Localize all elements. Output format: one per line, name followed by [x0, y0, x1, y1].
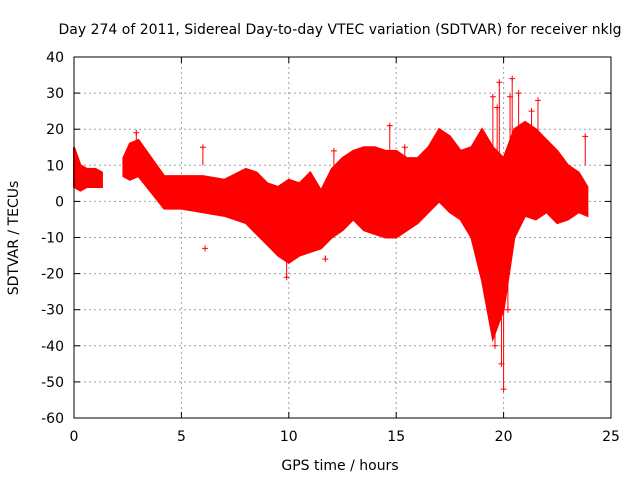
x-axis-label: GPS time / hours: [281, 458, 398, 474]
x-tick-label: 5: [177, 429, 186, 445]
y-tick-label: 40: [46, 50, 64, 66]
y-tick-label: -40: [41, 339, 64, 355]
y-tick-label: -20: [41, 267, 64, 283]
data-band: [122, 120, 589, 343]
data-band: [73, 146, 103, 192]
chart-title: Day 274 of 2011, Sidereal Day-to-day VTE…: [59, 22, 622, 38]
x-tick-label: 0: [70, 429, 79, 445]
x-tick-label: 15: [387, 429, 405, 445]
y-tick-label: 10: [46, 158, 64, 174]
y-tick-label: 30: [46, 86, 64, 102]
y-tick-label: 20: [46, 122, 64, 138]
y-tick-label: -60: [41, 411, 64, 427]
axis-ticks: 0 5 10 15 20 25 -60 -50 -40 -30 -20 -10 0 10 20 30 40: [41, 50, 620, 445]
y-tick-label: -30: [41, 303, 64, 319]
y-tick-label: 0: [55, 194, 64, 210]
x-tick-label: 10: [280, 429, 298, 445]
y-axis-label: SDTVAR / TECUs: [6, 181, 22, 296]
y-tick-label: -50: [41, 375, 64, 391]
plot-area: [73, 75, 589, 393]
plot-frame: [73, 56, 612, 419]
x-tick-label: 20: [495, 429, 513, 445]
x-tick-label: 25: [602, 429, 620, 445]
y-tick-label: -10: [41, 231, 64, 247]
data-point: [202, 245, 209, 252]
